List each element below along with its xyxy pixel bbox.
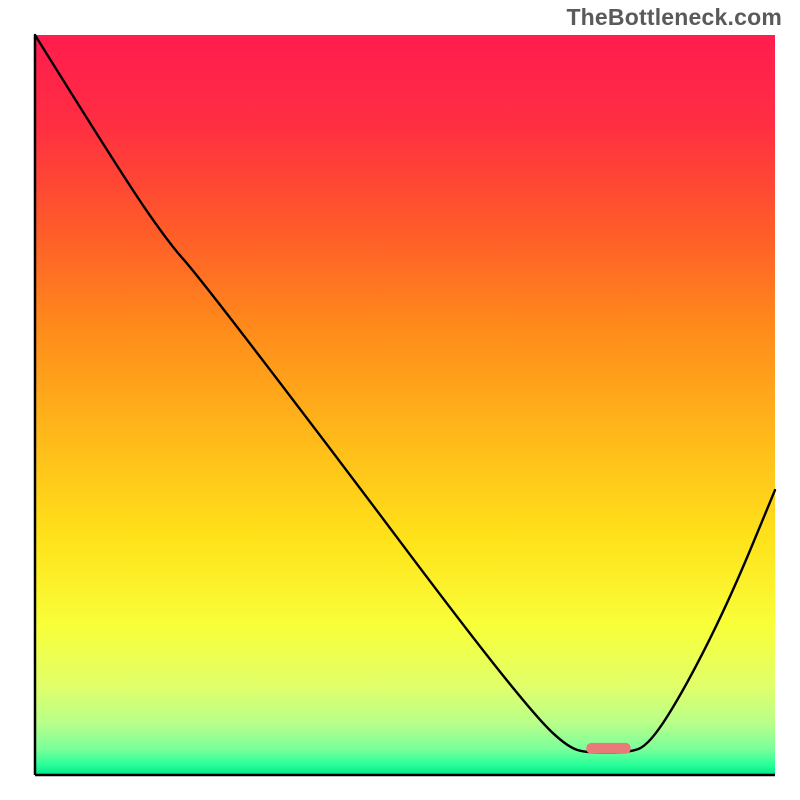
chart-svg — [0, 0, 800, 800]
chart-container: TheBottleneck.com — [0, 0, 800, 800]
plot-background — [35, 35, 775, 775]
optimal-marker — [586, 743, 630, 754]
watermark-text: TheBottleneck.com — [566, 4, 782, 31]
